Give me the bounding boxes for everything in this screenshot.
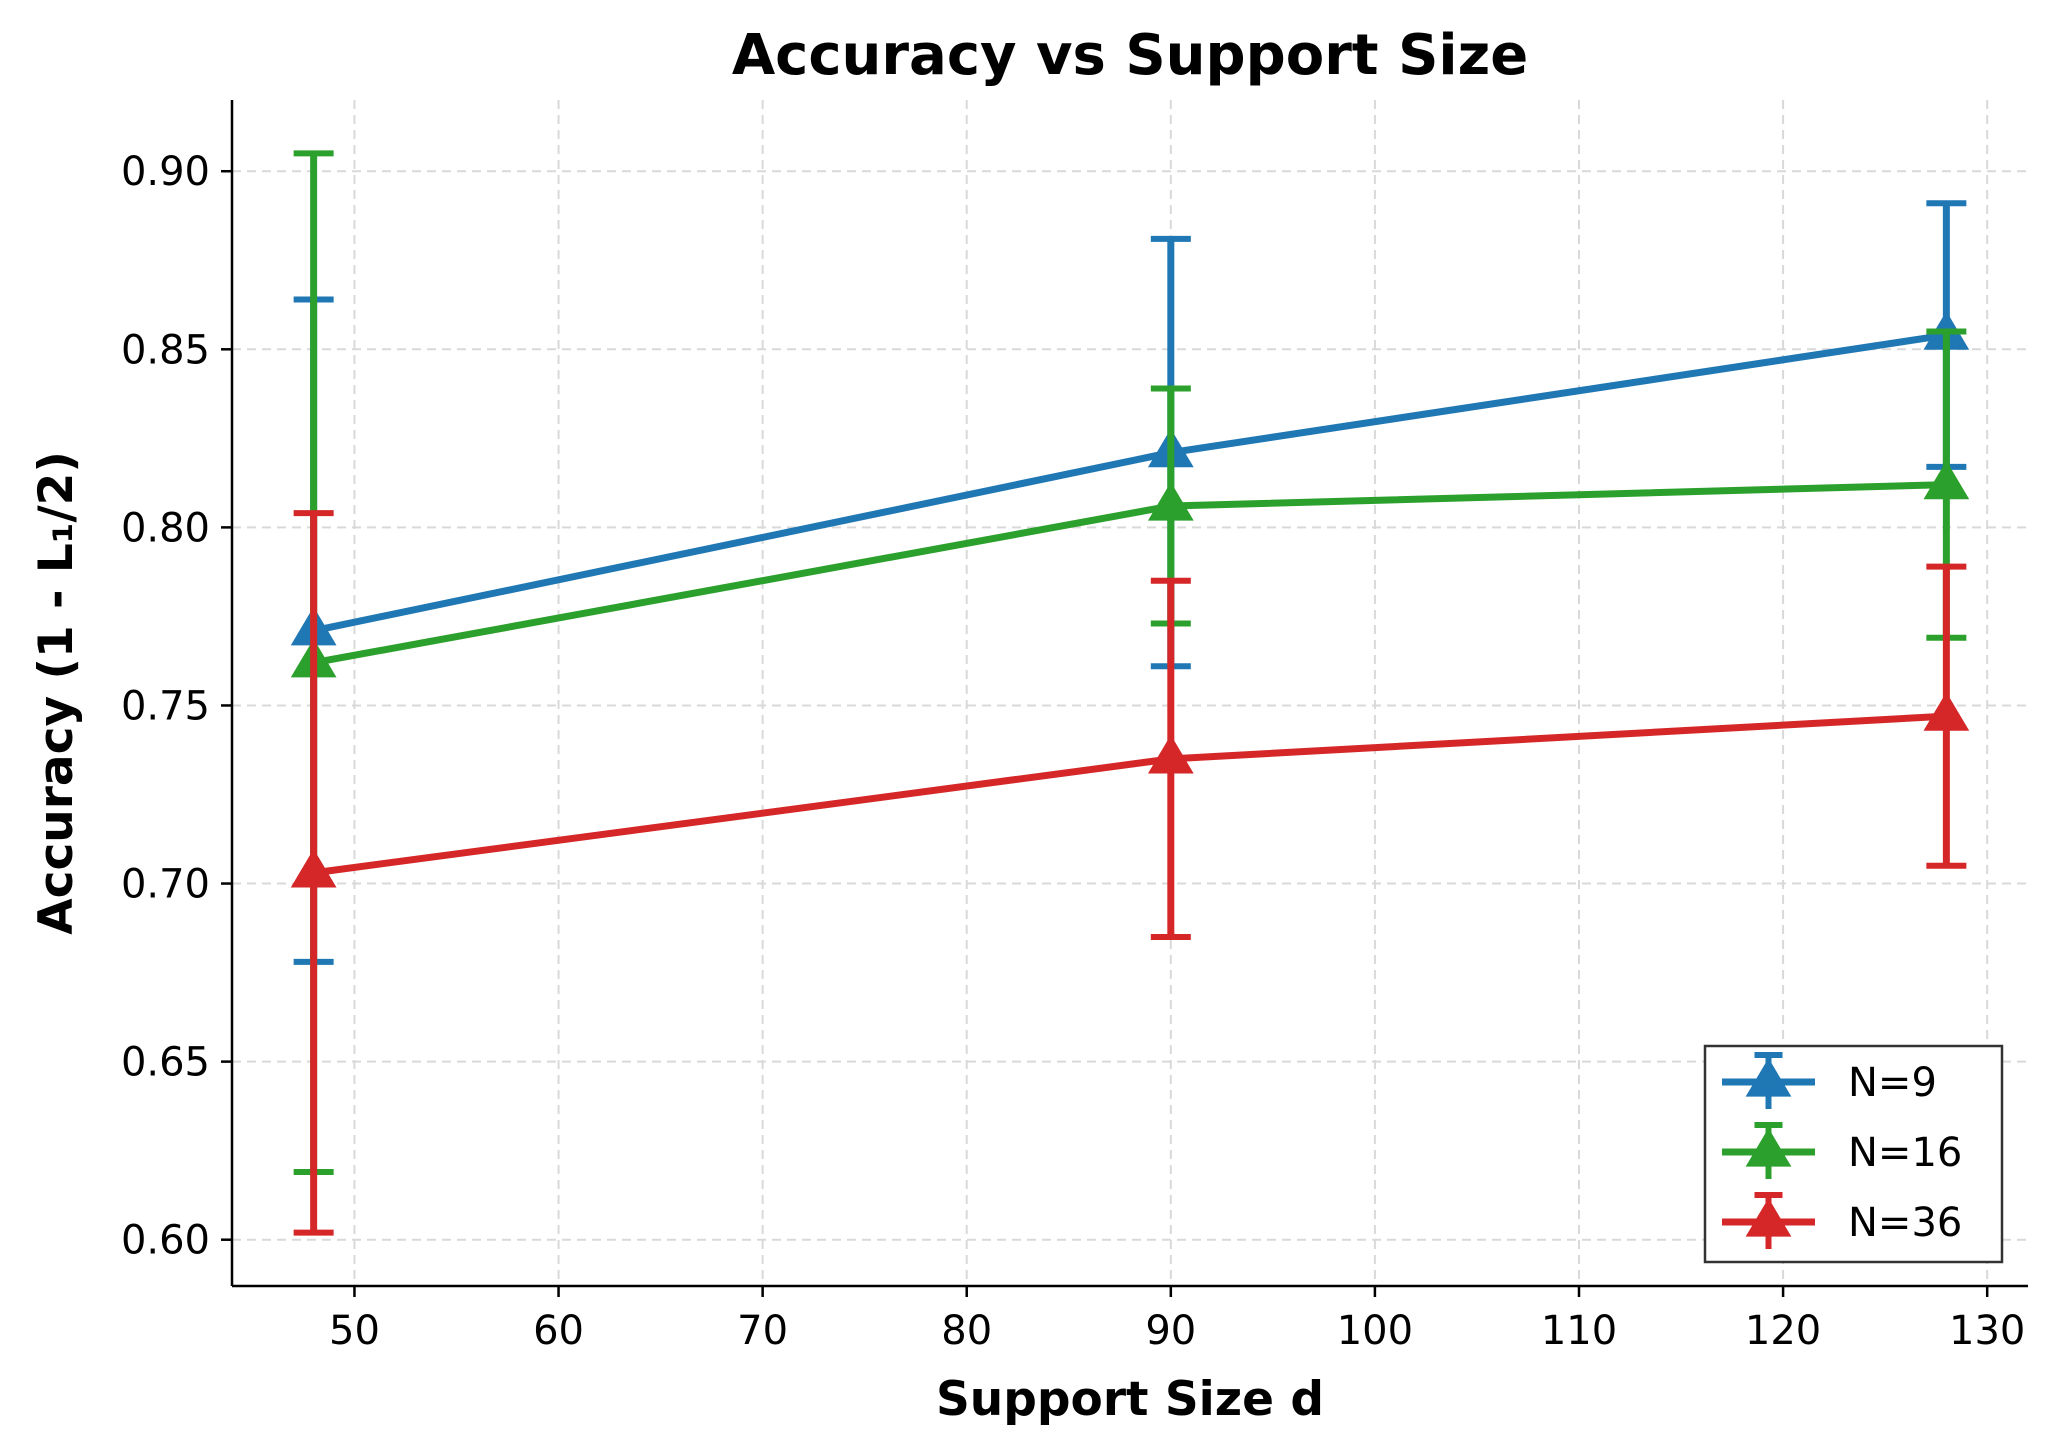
series-n-16 bbox=[290, 150, 1970, 1176]
y-tick-label: 0.65 bbox=[121, 1040, 210, 1086]
series-n-36 bbox=[290, 510, 1970, 1236]
legend-label: N=36 bbox=[1848, 1200, 1962, 1246]
x-tick-label: 100 bbox=[1337, 1308, 1413, 1354]
chart-title: Accuracy vs Support Size bbox=[732, 23, 1528, 88]
series bbox=[290, 150, 1970, 1236]
x-tick-label: 110 bbox=[1541, 1308, 1617, 1354]
axes-spines bbox=[230, 100, 2028, 1288]
legend: N=9 N=16 N=36 bbox=[1703, 1044, 2004, 1264]
data-point bbox=[290, 848, 337, 888]
x-tick-label: 70 bbox=[737, 1308, 788, 1354]
legend-marker bbox=[1745, 1198, 1792, 1237]
legend-entry: N=36 bbox=[1722, 1192, 1962, 1249]
x-axis-label: Support Size d bbox=[936, 1372, 1324, 1427]
data-point bbox=[1147, 734, 1194, 774]
y-axis-label: Accuracy (1 - L₁/2) bbox=[29, 451, 84, 935]
series-n-9 bbox=[290, 200, 1970, 965]
x-tick-label: 80 bbox=[941, 1308, 992, 1354]
y-tick-label: 0.90 bbox=[121, 149, 210, 195]
y-tick-label: 0.85 bbox=[121, 327, 210, 373]
legend-marker bbox=[1745, 1058, 1792, 1097]
data-point bbox=[1147, 482, 1194, 521]
data-point bbox=[1923, 460, 1970, 500]
y-tick-label: 0.70 bbox=[121, 862, 210, 908]
x-ticks: 50 60 70 80 90 100 110 120 130 bbox=[329, 1286, 2025, 1354]
x-tick-label: 130 bbox=[1949, 1308, 2025, 1354]
y-tick-label: 0.75 bbox=[121, 683, 210, 729]
legend-label: N=16 bbox=[1848, 1130, 1962, 1176]
x-tick-label: 50 bbox=[329, 1308, 380, 1354]
legend-marker bbox=[1745, 1128, 1792, 1167]
legend-entry: N=16 bbox=[1722, 1122, 1962, 1179]
data-point bbox=[1923, 692, 1970, 731]
x-tick-label: 90 bbox=[1145, 1308, 1196, 1354]
y-ticks: 0.60 0.65 0.70 0.75 0.80 0.85 0.90 bbox=[121, 149, 232, 1264]
y-tick-label: 0.80 bbox=[121, 505, 210, 551]
x-tick-label: 60 bbox=[533, 1308, 584, 1354]
legend-entry: N=9 bbox=[1722, 1052, 1937, 1109]
x-tick-label: 120 bbox=[1745, 1308, 1821, 1354]
legend-label: N=9 bbox=[1848, 1060, 1937, 1106]
y-tick-label: 0.60 bbox=[121, 1218, 210, 1264]
